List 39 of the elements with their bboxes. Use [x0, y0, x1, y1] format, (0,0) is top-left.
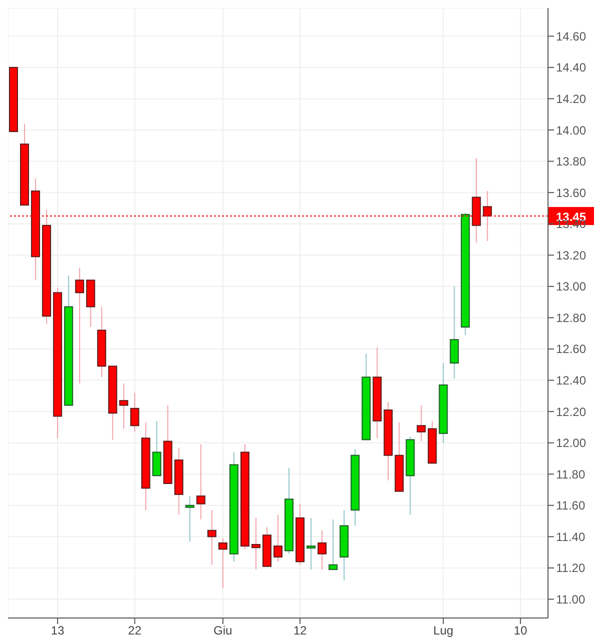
- y-tick-label: 11.60: [556, 498, 586, 513]
- y-tick-label: 11.20: [556, 561, 586, 576]
- y-tick-label: 13.20: [556, 248, 586, 262]
- candlestick: [318, 530, 327, 570]
- candlestick: [185, 496, 194, 542]
- y-tick-label: 14.40: [556, 60, 586, 75]
- candlestick: [130, 392, 140, 432]
- candlestick: [119, 382, 128, 430]
- candlestick: [152, 420, 162, 476]
- candlestick: [75, 267, 84, 384]
- candlestick: [196, 444, 206, 520]
- y-tick-label: 11.80: [556, 467, 586, 482]
- y-tick-label: 14.20: [556, 92, 586, 106]
- y-tick-label: 12.80: [556, 310, 586, 325]
- x-tick-label: 10: [514, 624, 528, 638]
- candlestick: [218, 538, 228, 589]
- y-tick-label: 14.00: [556, 123, 586, 138]
- y-tick-label: 12.20: [556, 404, 586, 419]
- candlestick: [416, 404, 426, 442]
- x-tick-label: Giu: [214, 624, 232, 638]
- candlestick: [306, 517, 316, 570]
- candlestick: [328, 518, 338, 570]
- y-tick-label: 12.60: [556, 342, 586, 356]
- x-tick-label: 22: [128, 624, 142, 638]
- candlestick: [207, 510, 216, 566]
- y-tick-label: 13.80: [556, 154, 586, 169]
- y-tick-label: 11.40: [556, 530, 586, 544]
- y-tick-label: 13.00: [556, 280, 586, 294]
- candlestick: [450, 286, 459, 380]
- x-tick-label: 13: [50, 624, 65, 638]
- y-tick-label: 12.40: [556, 374, 586, 388]
- y-tick-label: 11.00: [556, 592, 586, 606]
- x-tick-label: Lug: [433, 624, 454, 638]
- y-tick-label: 12.00: [556, 436, 586, 450]
- candlestick: [251, 517, 260, 570]
- y-tick-label: 14.60: [556, 29, 586, 44]
- candlestick: [273, 514, 282, 562]
- y-tick-label: 13.60: [556, 186, 586, 200]
- x-tick-label: 12: [293, 624, 308, 638]
